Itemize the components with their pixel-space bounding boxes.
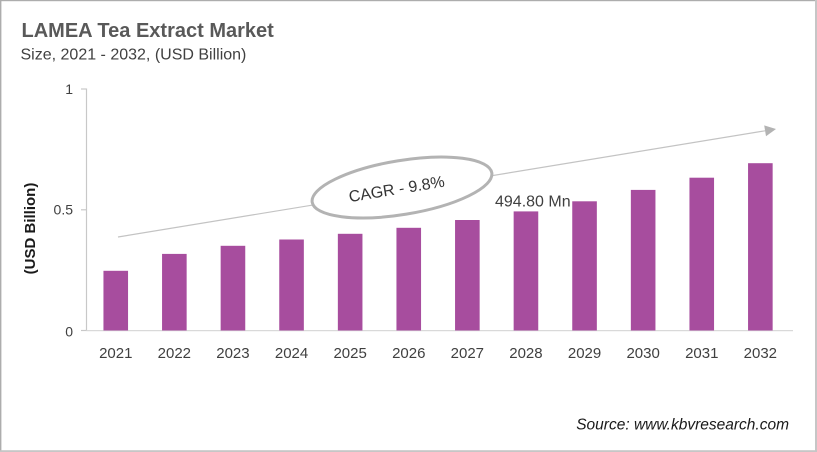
svg-text:2022: 2022 <box>158 345 191 362</box>
svg-text:0.5: 0.5 <box>54 202 74 218</box>
svg-text:Source: www.kbvresearch.com: Source: www.kbvresearch.com <box>576 417 789 434</box>
svg-text:2024: 2024 <box>275 345 308 362</box>
svg-text:2027: 2027 <box>451 345 484 362</box>
svg-text:2023: 2023 <box>216 345 249 362</box>
svg-text:2029: 2029 <box>568 345 601 362</box>
svg-text:(USD Billion): (USD Billion) <box>22 183 39 275</box>
svg-text:1: 1 <box>65 81 73 97</box>
svg-text:2032: 2032 <box>744 345 777 362</box>
svg-text:Size, 2021 - 2032, (USD Billio: Size, 2021 - 2032, (USD Billion) <box>21 47 247 64</box>
svg-text:2025: 2025 <box>333 345 366 362</box>
svg-text:2026: 2026 <box>392 345 425 362</box>
svg-text:2021: 2021 <box>99 345 132 362</box>
svg-text:2028: 2028 <box>509 345 542 362</box>
svg-text:2031: 2031 <box>685 345 718 362</box>
svg-text:494.80 Mn: 494.80 Mn <box>495 193 571 210</box>
svg-text:0: 0 <box>65 323 73 339</box>
svg-text:2030: 2030 <box>626 345 659 362</box>
svg-text:LAMEA Tea Extract Market: LAMEA Tea Extract Market <box>22 20 275 42</box>
